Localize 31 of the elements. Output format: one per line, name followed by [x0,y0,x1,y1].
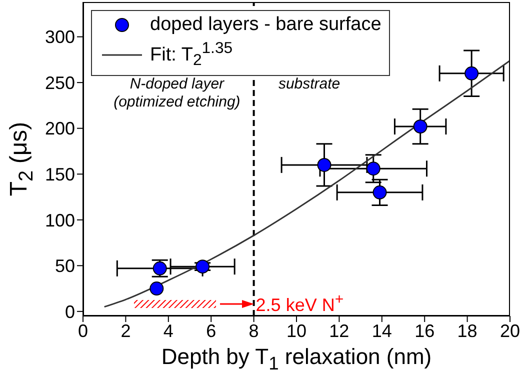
y-tick-label: 150 [44,164,75,184]
x-tick-label: 6 [206,320,216,341]
x-tick-label: 20 [500,320,520,341]
point [372,185,387,200]
x-tick-label: 18 [457,320,478,341]
y-tick-label: 300 [44,27,75,48]
x-tick-label: 14 [372,320,392,341]
y-tick-label: 100 [44,210,75,230]
point [196,260,210,274]
x-tick-label: 2 [120,320,131,341]
x-tick-label: 16 [414,320,435,341]
x-tick-label: 10 [286,320,307,341]
point [366,162,380,176]
x-tick-label: 8 [248,320,259,341]
y-tick-label: 200 [44,118,75,139]
point [150,282,164,296]
y-tick-label: 0 [64,302,75,322]
x-axis-title: Depth by T$_{1}$ relaxation (nm) [160,344,433,374]
annotation: N-doped layer [126,75,228,92]
y-tick-label: 250 [44,72,75,93]
x-tick-label: 12 [329,320,350,341]
annotation: 2.5 keV N$^{+}$ [256,291,344,316]
x-tick-label: 0 [78,320,88,341]
point [464,66,479,80]
x-tick-label: 4 [163,320,174,341]
annotation: substrate [275,75,344,92]
annotation: (optimized etching) [110,94,244,111]
point [413,120,428,134]
y-tick-label: 50 [54,256,75,276]
point [317,158,332,172]
legend-label: doped layers - bare surface [150,13,382,37]
